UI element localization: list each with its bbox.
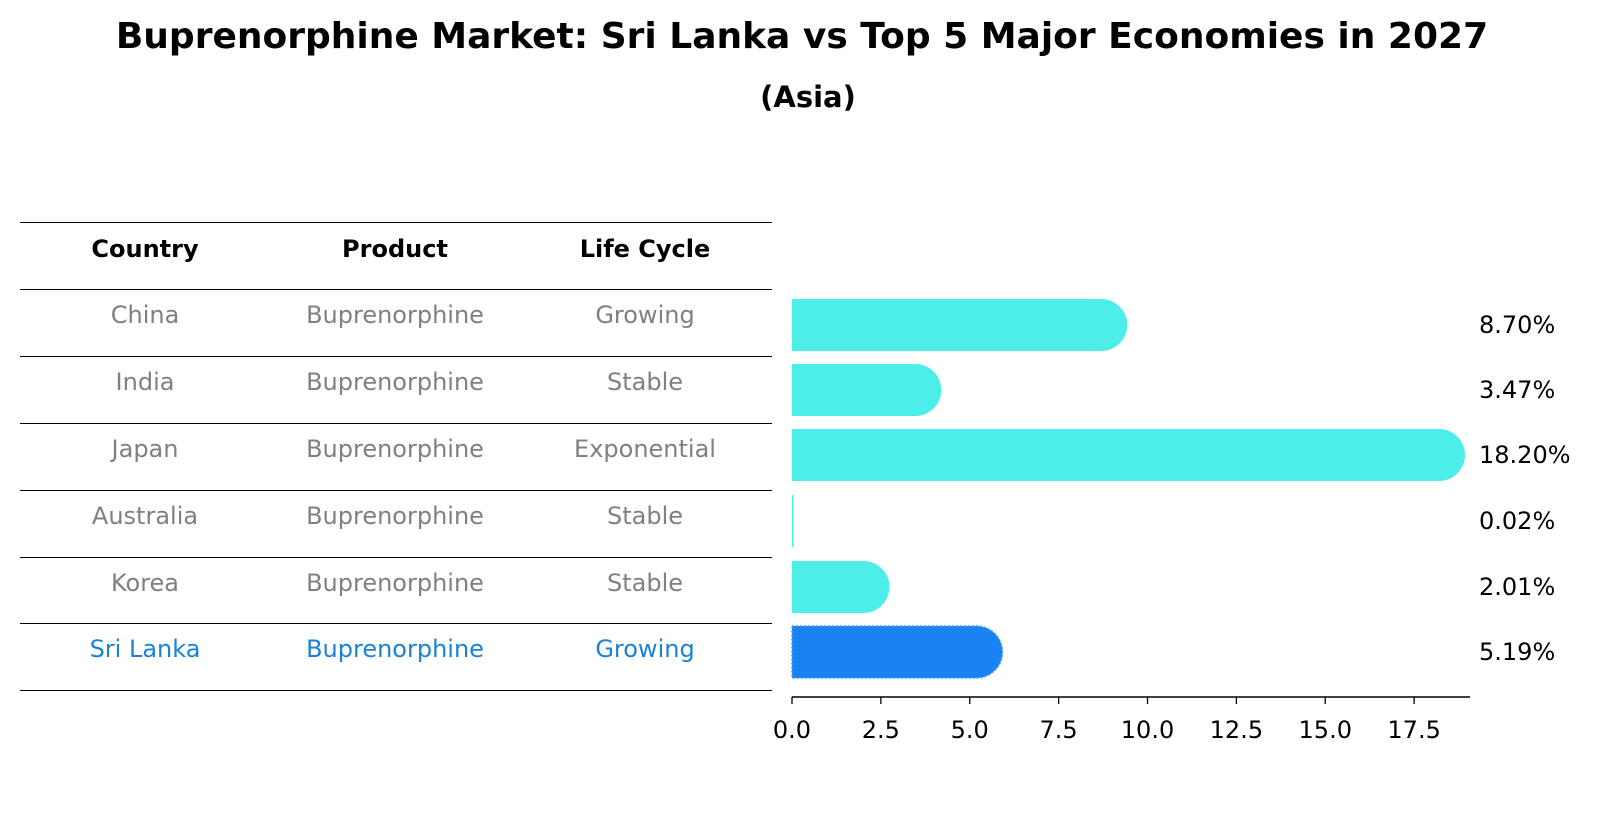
row-divider [20,557,772,558]
cell-product-australia: Buprenorphine [306,502,484,530]
bar-china [792,299,1128,351]
bar-india [792,364,942,416]
value-label-korea: 2.01% [1479,573,1555,601]
cell-lifecycle-australia: Stable [606,502,684,530]
cell-lifecycle-japan: Exponential [574,435,716,463]
bar-australia [792,495,794,547]
cell-product-japan: Buprenorphine [306,435,484,463]
x-tick-label: 2.5 [862,716,900,744]
value-label-china: 8.70% [1479,311,1555,339]
x-tick-label: 12.5 [1210,716,1263,744]
header-life-cycle: Life Cycle [579,235,711,263]
value-label-australia: 0.02% [1479,507,1555,535]
value-label-india: 3.47% [1479,376,1555,404]
x-tick-label: 10.0 [1121,716,1174,744]
cell-product-korea: Buprenorphine [306,569,484,597]
row-divider [20,490,772,491]
chart-title: Buprenorphine Market: Sri Lanka vs Top 5… [115,16,1489,57]
header-country: Country [91,235,199,263]
x-tick-label: 7.5 [1040,716,1078,744]
table-header-rule [20,289,772,290]
row-divider [20,356,772,357]
cell-country-australia: Australia [91,502,199,530]
x-tick-label: 5.0 [951,716,989,744]
table-top-rule [20,222,772,223]
x-tick-label: 17.5 [1387,716,1440,744]
chart-subtitle: (Asia) [760,80,856,114]
cell-product-china: Buprenorphine [306,301,484,329]
value-label-japan: 18.20% [1479,441,1571,469]
header-product: Product [342,235,448,263]
cell-product-india: Buprenorphine [306,368,484,396]
cell-lifecycle-sri-lanka: Growing [595,635,695,663]
cell-lifecycle-korea: Stable [606,569,684,597]
cell-lifecycle-china: Growing [595,301,695,329]
cell-product-sri-lanka: Buprenorphine [306,635,484,663]
cell-country-sri-lanka: Sri Lanka [89,635,201,663]
value-label-sri-lanka: 5.19% [1479,638,1555,666]
x-tick-label: 15.0 [1299,716,1352,744]
bar-sri-lanka [791,625,1004,679]
cell-country-korea: Korea [110,569,180,597]
row-divider [20,623,772,624]
bar-japan [792,429,1466,481]
cell-lifecycle-india: Stable [606,368,684,396]
cell-country-china: China [110,301,180,329]
bar-korea [792,561,890,613]
cell-country-japan: Japan [111,435,179,463]
x-tick-label: 0.0 [773,716,811,744]
table-bottom-rule [20,690,772,691]
cell-country-india: India [115,368,175,396]
row-divider [20,423,772,424]
